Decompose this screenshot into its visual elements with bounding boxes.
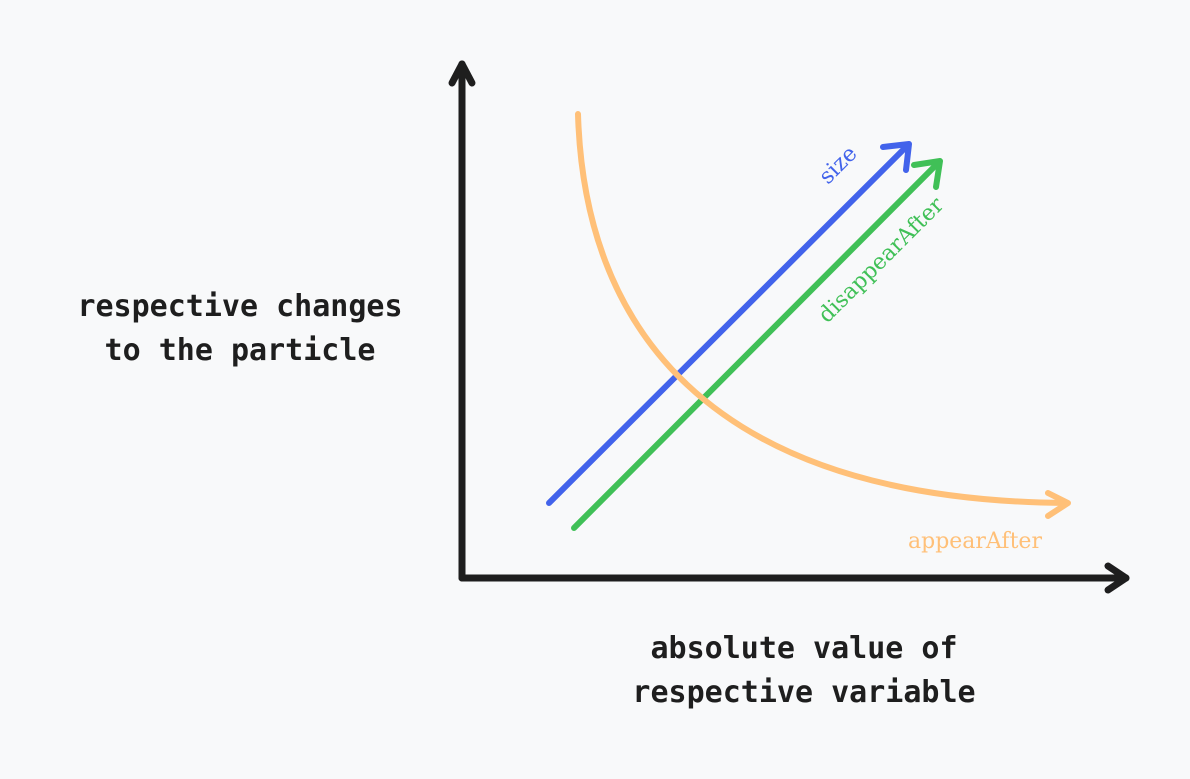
axes: [448, 60, 1130, 594]
size-label: size: [814, 141, 862, 189]
disappear-after-arrowhead: [911, 158, 943, 190]
appear-after-label: appearAfter: [908, 529, 1042, 554]
y-axis-label-line: respective changes: [77, 289, 403, 324]
disappear-after-label: disappearAfter: [814, 192, 950, 328]
y-axis-label-line: to the particle: [104, 333, 376, 368]
disappear-after-line: [571, 160, 941, 531]
size-curve: [546, 141, 912, 506]
disappear-after-curve: [571, 158, 943, 531]
x-axis-label-line: respective variable: [632, 675, 976, 710]
x-axis-arrowhead: [1104, 562, 1130, 594]
y-axis-arrowhead: [448, 60, 476, 87]
x-axis-label-line: absolute value of: [650, 631, 958, 666]
size-line: [546, 142, 911, 506]
y-axis-label: respective changes to the particle: [40, 285, 440, 373]
appear-after-arrowhead: [1045, 490, 1071, 519]
appear-after-curve: [575, 111, 1071, 519]
x-axis-label: absolute value of respective variable: [604, 627, 1004, 715]
size-arrowhead: [880, 141, 912, 173]
appear-after-line: [575, 111, 1069, 506]
